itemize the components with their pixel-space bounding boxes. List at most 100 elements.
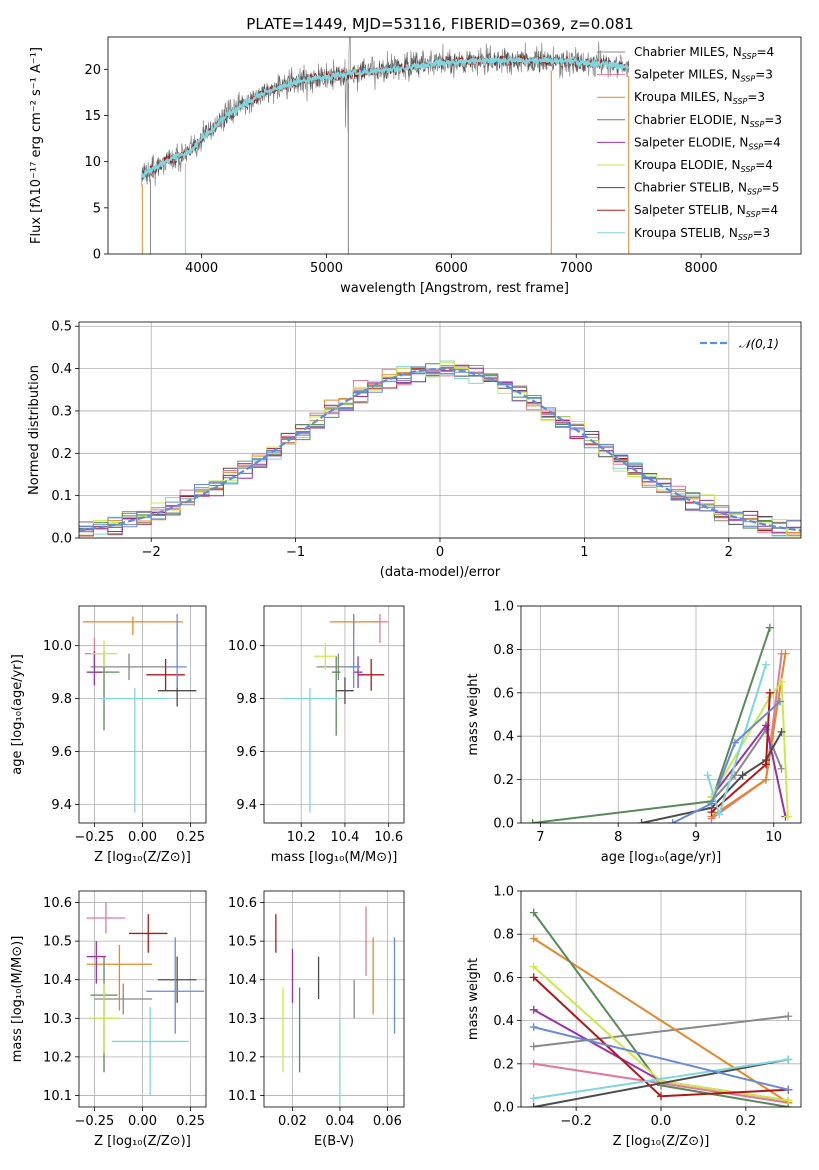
axes-frame: [78, 605, 207, 824]
errorbar-point: [86, 650, 103, 686]
y-tick-label: 10.0: [228, 639, 257, 654]
x-tick-label: −0.2: [560, 1114, 592, 1129]
residuals-panel: −2 −1 0 1 2 0.0 0.1 0.2 0.3 0.4 0.5 (data-model)/er…: [27, 320, 802, 580]
spectrum-legend: Chabrier MILES, NSSP=4 Salpeter MILES, NS…: [597, 45, 782, 242]
y-tick-label: 10.1: [228, 1089, 257, 1104]
x-tick-label: 0: [436, 545, 444, 560]
legend-entry: Salpeter STELIB, NSSP=4: [634, 203, 778, 219]
mass-vs-ebv-panel: 0.02 0.04 0.06 10.1 10.2 10.3 10.4 10.5 10.6 E(B-…: [228, 890, 405, 1149]
y-tick-label: 10.1: [43, 1089, 72, 1104]
weight-vs-age-panel: 7 8 9 10 0.0 0.2 0.4 0.6 0.8 1.0 age [log₁₀(age/yr…: [466, 600, 802, 865]
legend-entry: Kroupa ELODIE, NSSP=4: [634, 158, 773, 174]
weight-series-line: [533, 937, 789, 1104]
weight-point-marker: [765, 623, 774, 632]
x-tick-label: 10.6: [374, 830, 403, 845]
y-tick-label: 1.0: [493, 600, 514, 615]
normal-distribution-curve: [79, 367, 801, 532]
weight-point-marker: [529, 1023, 538, 1032]
x-tick-label: 7000: [560, 261, 593, 276]
weight-point-marker: [529, 1005, 538, 1014]
legend-entry: Salpeter MILES, NSSP=3: [634, 68, 773, 84]
y-tick-label: 15: [84, 109, 101, 124]
y-tick-label: 0.5: [51, 320, 72, 335]
x-axis-label: (data-model)/error: [380, 565, 501, 580]
y-tick-label: 10.4: [228, 973, 257, 988]
axes-frame: [107, 36, 802, 255]
weight-point-marker: [529, 1094, 538, 1103]
y-tick-label: 9.8: [236, 692, 257, 707]
x-tick-label: 5000: [310, 261, 343, 276]
x-axis-label: Z [log₁₀(Z/Z⊙)]: [94, 1134, 191, 1149]
y-tick-label: 9.6: [236, 745, 257, 760]
x-tick-label: 0.00: [128, 1114, 157, 1129]
weight-series-line: [533, 1026, 789, 1091]
x-axis-label: mass [log₁₀(M/M⊙)]: [271, 850, 398, 865]
weight-point-marker: [529, 1103, 538, 1107]
age-vs-metallicity-panel: −0.25 0.00 0.25 9.4 9.6 9.8 10.0 Z [log₁₀(Z/Z⊙)…: [10, 605, 207, 865]
y-tick-label: 10.2: [228, 1050, 257, 1065]
weight-point-marker: [529, 962, 538, 971]
weight-series-line: [710, 727, 783, 802]
x-tick-label: 0.25: [176, 1114, 205, 1129]
errorbar-point: [86, 941, 106, 984]
x-tick-label: 10.4: [330, 830, 359, 845]
spectrum-title: PLATE=1449, MJD=53116, FIBERID=0369, z=0…: [246, 15, 633, 33]
y-tick-label: 10.3: [228, 1012, 257, 1027]
weight-series-line: [533, 1015, 789, 1048]
y-tick-label: 0.4: [51, 362, 72, 377]
errorbar-point: [336, 677, 354, 704]
errorbar-point: [111, 1006, 189, 1096]
x-tick-label: 7: [536, 830, 544, 845]
errorbar-point: [94, 983, 153, 1015]
plot-area: [86, 902, 205, 1096]
errorbar-point: [146, 658, 185, 691]
x-tick-label: 6000: [435, 261, 468, 276]
x-tick-label: 0.04: [325, 1114, 354, 1129]
weight-point-marker: [776, 697, 784, 706]
weight-point-marker: [707, 808, 716, 817]
spectrum-panel: 4000 5000 6000 7000 8000 0 5 10 15 20 wavelength […: [29, 36, 802, 296]
x-tick-label: −2: [142, 545, 161, 560]
y-axis-label: age [log₁₀(age/yr)]: [10, 654, 25, 775]
y-tick-label: 0.1: [51, 489, 72, 504]
legend-entry: Kroupa MILES, NSSP=3: [634, 90, 765, 106]
x-axis-label: E(B-V): [314, 1134, 354, 1149]
x-tick-label: −0.25: [74, 1114, 114, 1129]
errorbar-point: [146, 937, 205, 1034]
legend-entry: Chabrier ELODIE, NSSP=3: [634, 113, 782, 129]
x-tick-label: −0.25: [74, 830, 114, 845]
x-axis-label: Z [log₁₀(Z/Z⊙)]: [94, 850, 191, 865]
legend-entry: Chabrier STELIB, NSSP=5: [634, 181, 779, 197]
weight-point-marker: [707, 799, 716, 808]
weight-point-marker: [657, 1092, 665, 1101]
weight-point-marker: [529, 934, 538, 943]
plot-area: [281, 613, 389, 813]
weight-point-marker: [762, 760, 770, 769]
errorbar-point: [371, 613, 389, 644]
weight-point-marker: [529, 1042, 538, 1051]
errorbar-point: [100, 688, 170, 813]
weight-point-marker: [730, 738, 739, 747]
weight-vs-metallicity-panel: −0.2 0.0 0.2 0.0 0.2 0.4 0.6 0.8 1.0 Z [log₁₀(Z/Z…: [466, 885, 802, 1149]
y-axis-label: mass weight: [466, 958, 481, 1040]
axes-frame: [520, 890, 802, 1108]
weight-point-marker: [637, 819, 646, 823]
weight-point-marker: [529, 1059, 538, 1068]
plot-area: [275, 906, 396, 1104]
y-tick-label: 10: [84, 155, 101, 170]
y-tick-label: 0.3: [51, 404, 72, 419]
y-tick-label: 1.0: [493, 885, 514, 900]
weight-point-marker: [762, 775, 770, 784]
x-tick-label: 10.2: [287, 830, 316, 845]
y-tick-label: 5: [93, 201, 101, 216]
weight-point-marker: [784, 1055, 793, 1064]
y-tick-label: 10.6: [228, 896, 257, 911]
y-tick-label: 0.8: [493, 928, 514, 943]
errorbar-point: [281, 688, 339, 813]
x-tick-label: 0.02: [278, 1114, 307, 1129]
y-tick-label: 9.6: [51, 745, 72, 760]
errorbar-point: [167, 613, 187, 689]
x-axis-label: age [log₁₀(age/yr)]: [601, 850, 722, 865]
y-tick-label: 0.2: [493, 773, 514, 788]
